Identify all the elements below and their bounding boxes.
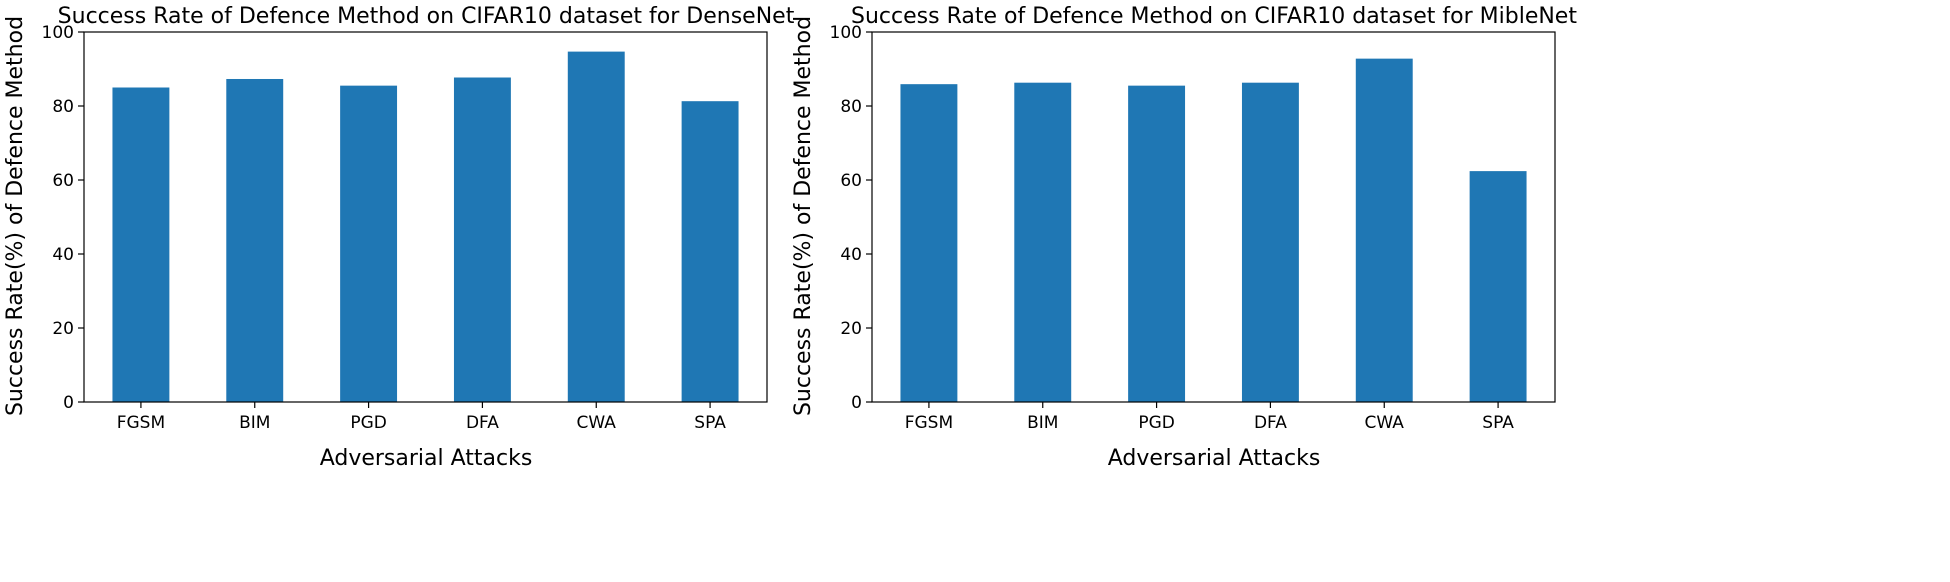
y-tick-label: 40	[52, 245, 74, 265]
chart-title: Success Rate of Defence Method on CIFAR1…	[851, 4, 1577, 29]
chart-title: Success Rate of Defence Method on CIFAR1…	[58, 4, 795, 29]
bar-fgsm	[112, 87, 170, 402]
bar-pgd	[340, 85, 398, 403]
bar-cwa	[1355, 58, 1413, 402]
plot-frame	[83, 31, 768, 403]
bar-spa	[1469, 171, 1527, 402]
y-axis-label: Success Rate(%) of Defence Method	[3, 16, 28, 416]
y-tick-label: 100	[830, 23, 862, 43]
x-tick-label: SPA	[1482, 413, 1514, 433]
x-tick-label: PGD	[1138, 413, 1175, 433]
bar-dfa	[1241, 82, 1299, 402]
x-tick-label: DFA	[466, 413, 499, 433]
bar-dfa	[453, 77, 511, 402]
x-tick-label: DFA	[1254, 413, 1287, 433]
y-tick-label: 20	[840, 319, 862, 339]
x-tick-label: FGSM	[905, 413, 953, 433]
bar-fgsm	[900, 84, 958, 403]
y-tick-label: 40	[840, 245, 862, 265]
plot-frame	[871, 31, 1556, 403]
y-tick-label: 80	[840, 97, 862, 117]
x-tick-label: SPA	[694, 413, 726, 433]
chart-mibilenet: Success Rate of Defence Method on CIFAR1…	[791, 4, 1577, 471]
y-tick-label: 60	[840, 171, 862, 191]
x-tick-label: FGSM	[117, 413, 165, 433]
bar-pgd	[1128, 85, 1186, 403]
chart-densenet: Success Rate of Defence Method on CIFAR1…	[3, 4, 795, 471]
bar-bim	[226, 78, 284, 403]
y-tick-label: 20	[52, 319, 74, 339]
x-tick-label: CWA	[1365, 413, 1405, 433]
y-tick-label: 60	[52, 171, 74, 191]
bar-spa	[681, 101, 739, 402]
y-tick-label: 0	[851, 393, 862, 413]
bar-cwa	[567, 51, 625, 403]
x-axis-label: Adversarial Attacks	[1108, 446, 1321, 471]
bar-bim	[1014, 82, 1072, 402]
y-tick-label: 80	[52, 97, 74, 117]
x-tick-label: CWA	[577, 413, 617, 433]
x-axis-label: Adversarial Attacks	[320, 446, 533, 471]
x-tick-label: BIM	[1027, 413, 1058, 433]
x-tick-label: BIM	[239, 413, 270, 433]
y-tick-label: 100	[42, 23, 74, 43]
y-tick-label: 0	[63, 393, 74, 413]
y-axis-label: Success Rate(%) of Defence Method	[791, 16, 816, 416]
x-tick-label: PGD	[350, 413, 387, 433]
